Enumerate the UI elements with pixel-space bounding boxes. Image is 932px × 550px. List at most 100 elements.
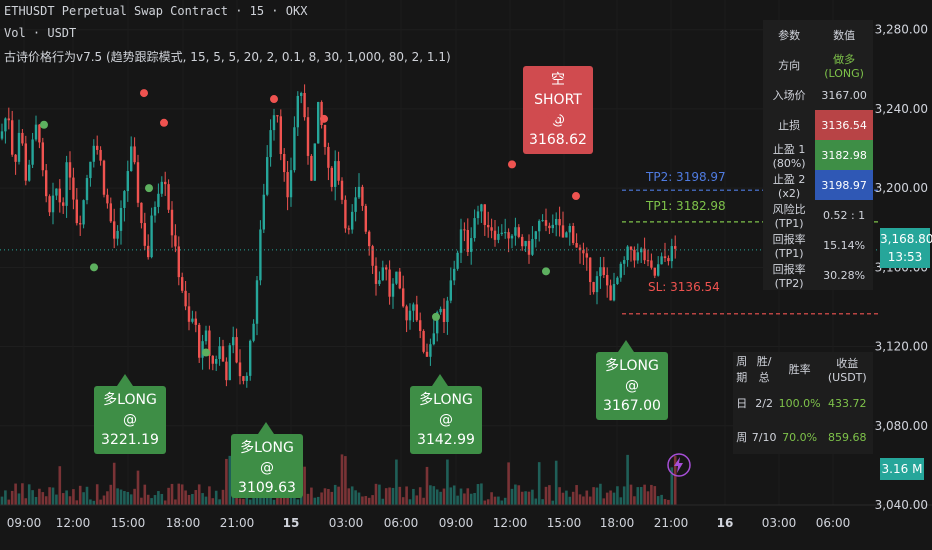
candle-body	[306, 117, 310, 156]
candle-body	[487, 224, 490, 228]
candle-body	[555, 219, 558, 225]
volume-bar	[466, 488, 470, 505]
candle-body	[266, 157, 269, 195]
candle-body	[119, 207, 123, 231]
x-tick-label: 21:00	[654, 516, 689, 530]
candle-body	[187, 306, 191, 322]
param-value: 3167.00	[821, 88, 867, 102]
candle-body	[646, 260, 650, 262]
candle-body	[283, 154, 286, 173]
long2-label: 多LONG	[240, 440, 294, 456]
volume-bar	[21, 483, 24, 505]
volume-indicator-title: Vol · USDT	[4, 26, 77, 40]
volume-bar	[228, 455, 232, 505]
param-value: 3198.97	[815, 170, 873, 200]
volume-bar	[221, 489, 225, 505]
y-tick-label: 3,240.00	[875, 102, 928, 116]
candle-body	[41, 142, 44, 171]
candle-body	[653, 267, 656, 276]
volume-bar	[425, 466, 429, 505]
x-tick-label: 03:00	[329, 516, 364, 530]
candle-body	[436, 312, 439, 334]
candle-body	[55, 188, 58, 196]
y-tick-label: 3,200.00	[875, 181, 928, 195]
candle-body	[225, 361, 228, 381]
volume-bar	[452, 485, 456, 505]
x-tick-label: 09:00	[439, 516, 474, 530]
volume-bar	[456, 495, 459, 505]
volume-bar	[41, 492, 45, 505]
x-tick-label: 12:00	[56, 516, 91, 530]
short-signal-label: 空SHORT	[534, 72, 582, 108]
volume-bar	[265, 492, 269, 505]
candle-body	[368, 231, 371, 247]
candle-body	[313, 143, 316, 181]
volume-bar	[418, 487, 422, 505]
candle-body	[408, 310, 412, 321]
volume-bar	[126, 491, 130, 505]
long1-pointer	[117, 374, 133, 386]
volume-bar	[238, 498, 242, 505]
volume-bar	[497, 496, 500, 505]
volume-bar	[378, 484, 381, 505]
volume-bar	[194, 490, 198, 505]
candle-body	[211, 355, 214, 364]
candle-body	[279, 116, 282, 155]
candle-body	[456, 252, 459, 269]
volume-bar	[269, 497, 272, 505]
volume-bar	[493, 496, 497, 505]
candle-body	[405, 306, 408, 321]
volume-bar	[398, 486, 402, 505]
candle-body	[28, 164, 31, 181]
candle-body	[221, 346, 225, 362]
candle-body	[582, 250, 585, 254]
candle-body	[507, 232, 510, 239]
candle-body	[429, 344, 432, 357]
volume-bar	[588, 496, 592, 505]
volume-bar	[548, 485, 551, 505]
candle-body	[0, 131, 4, 139]
volume-bar	[204, 496, 208, 505]
candle-body	[272, 115, 276, 131]
volume-bar	[412, 488, 415, 505]
param-value: 30.28%	[823, 268, 866, 282]
candle-body	[75, 199, 78, 224]
volume-bar	[55, 494, 58, 505]
param-value: 0.52 : 1	[822, 208, 866, 222]
candle-body	[170, 209, 174, 236]
volume-bar	[157, 491, 160, 505]
candle-body	[612, 284, 616, 301]
volume-bar	[476, 484, 480, 505]
param-key: 方向	[778, 59, 801, 72]
candle-body	[534, 231, 537, 240]
candle-body	[116, 230, 119, 239]
volume-bar	[143, 484, 147, 505]
candle-body	[551, 224, 554, 229]
volume-bar	[673, 456, 677, 505]
volume-bar	[480, 483, 483, 505]
volume-bar	[242, 498, 245, 505]
volume-bar	[85, 486, 89, 505]
volume-bar	[605, 492, 609, 505]
long-signal-dot	[202, 348, 210, 357]
param-key: 止盈 2 (x2)	[772, 172, 806, 200]
volume-bar	[371, 495, 374, 505]
candle-body	[184, 290, 187, 307]
lightning-icon[interactable]	[666, 452, 692, 478]
volume-bar	[354, 490, 357, 505]
volume-bar	[296, 499, 300, 505]
stats-period: 日	[736, 397, 748, 410]
candle-body	[330, 167, 333, 187]
volume-bar	[558, 487, 561, 505]
candle-body	[395, 271, 398, 284]
candle-body	[572, 225, 575, 243]
stats-header-profit: 收益 (USDT)	[827, 356, 867, 384]
volume-bar	[520, 491, 524, 505]
volume-bar	[106, 491, 109, 505]
x-tick-label: 18:00	[600, 516, 635, 530]
volume-bar	[544, 486, 548, 505]
volume-bar	[340, 454, 344, 505]
volume-bar	[524, 491, 527, 505]
candle-body	[419, 320, 422, 331]
long3-price: @ 3142.99	[417, 412, 475, 448]
